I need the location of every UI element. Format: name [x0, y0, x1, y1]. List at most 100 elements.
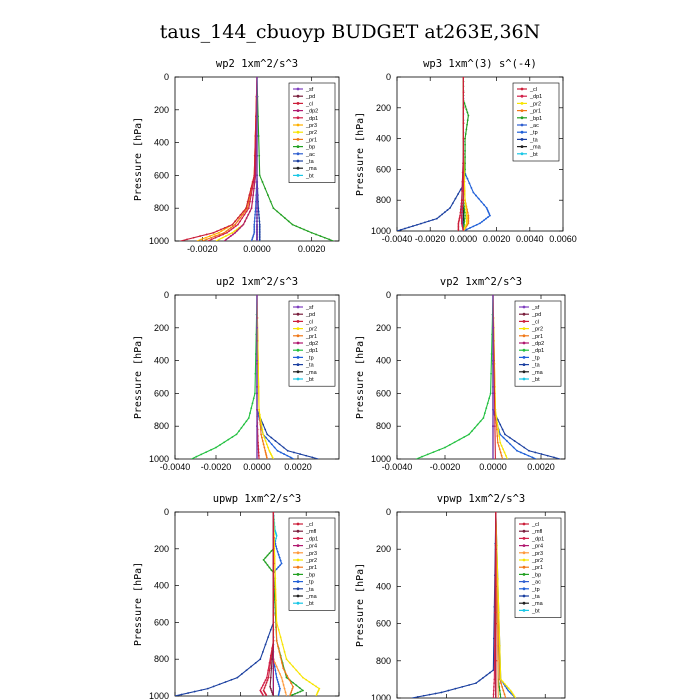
legend-marker — [296, 305, 300, 309]
series-marker — [273, 665, 276, 668]
y-tick-label: 200 — [376, 103, 391, 113]
series-marker — [224, 235, 227, 237]
panel-4: vp2 1xm^2/s^3 Pressure [hPa] 0 200 400 600 800… — [355, 276, 566, 472]
series-marker — [458, 438, 461, 441]
series-marker — [259, 423, 262, 426]
series-marker — [258, 223, 261, 226]
series-marker — [493, 685, 495, 688]
series-marker — [227, 225, 230, 228]
series-marker — [275, 639, 278, 642]
series-marker — [464, 162, 466, 165]
y-axis-label: Pressure [hPa] — [133, 335, 144, 419]
series-marker — [285, 658, 288, 661]
series-marker — [236, 217, 239, 219]
series-marker — [503, 451, 506, 454]
legend-label: _dp1 — [531, 536, 544, 542]
y-tick-label: 800 — [154, 421, 169, 431]
legend-label: _dp1 — [305, 348, 318, 354]
series-marker — [278, 689, 281, 692]
series-marker — [256, 238, 258, 241]
legend-label: _dp2 — [305, 341, 318, 347]
series-marker — [492, 425, 494, 428]
series-marker — [261, 181, 264, 183]
x-tick-label: 0.0040 — [516, 234, 544, 244]
series-marker — [467, 114, 470, 117]
legend-label: _pr3 — [305, 123, 317, 129]
series-marker — [258, 217, 261, 219]
series-marker — [267, 194, 269, 196]
legend-label: _tp — [529, 130, 538, 136]
series-marker — [230, 228, 233, 231]
legend-label: _ac — [529, 123, 539, 129]
series-marker — [460, 205, 462, 208]
series-marker — [234, 223, 237, 226]
plot-frame — [396, 294, 566, 460]
series-marker — [489, 214, 491, 217]
series-marker — [553, 456, 555, 459]
legend-marker — [296, 109, 300, 112]
series-line-pr2 — [256, 295, 274, 459]
series-marker — [488, 213, 491, 215]
series-marker — [458, 219, 460, 222]
y-tick-label: 600 — [376, 164, 391, 174]
legend-label: _pr2 — [529, 101, 541, 107]
series-marker — [422, 694, 425, 697]
series-marker — [464, 143, 466, 146]
series-marker — [278, 692, 280, 694]
series-marker — [253, 217, 256, 219]
series-marker — [229, 235, 232, 237]
series-marker — [292, 681, 294, 684]
series-marker — [465, 228, 468, 231]
series-marker — [250, 187, 252, 190]
y-axis-label: Pressure [hPa] — [355, 112, 366, 196]
series-marker — [286, 674, 289, 677]
series-marker — [496, 435, 499, 437]
series-marker — [205, 238, 208, 241]
series-marker — [256, 95, 258, 98]
series-marker — [180, 693, 183, 696]
series-marker — [270, 453, 272, 455]
series-marker — [497, 611, 500, 614]
series-marker — [256, 194, 258, 196]
series-marker — [268, 566, 271, 569]
series-marker — [254, 372, 257, 375]
series-marker — [287, 220, 290, 223]
series-marker — [477, 197, 480, 200]
series-marker — [270, 689, 273, 692]
series-marker — [252, 194, 255, 196]
series-marker — [280, 213, 282, 216]
series-marker — [461, 225, 464, 228]
series-marker — [275, 621, 278, 624]
series-marker — [428, 693, 431, 696]
series-marker — [232, 225, 234, 228]
series-marker — [440, 691, 443, 694]
series-marker — [311, 456, 314, 459]
series-marker — [257, 135, 260, 137]
series-marker — [263, 436, 266, 439]
series-marker — [460, 220, 463, 223]
series-marker — [498, 685, 501, 688]
series-marker — [234, 231, 237, 234]
series-marker — [464, 205, 467, 208]
series-marker — [461, 190, 463, 192]
series-marker — [212, 685, 215, 688]
legend-label: _cl — [531, 522, 539, 528]
legend-label: _sf — [305, 87, 314, 93]
series-marker — [267, 669, 270, 672]
legend-marker — [296, 544, 300, 547]
x-tick-label: 0.0000 — [243, 244, 271, 254]
series-marker — [423, 221, 426, 224]
series-marker — [273, 555, 276, 558]
series-marker — [467, 220, 470, 223]
series-marker — [264, 684, 267, 687]
series-marker — [270, 436, 273, 439]
series-marker — [256, 231, 258, 234]
series-marker — [257, 441, 259, 444]
series-marker — [460, 214, 463, 217]
series-marker — [209, 235, 211, 237]
y-tick-label: 200 — [376, 323, 391, 333]
series-marker — [316, 692, 319, 694]
series-marker — [266, 433, 269, 436]
series-marker — [463, 211, 466, 214]
series-line-pr1 — [202, 77, 258, 241]
